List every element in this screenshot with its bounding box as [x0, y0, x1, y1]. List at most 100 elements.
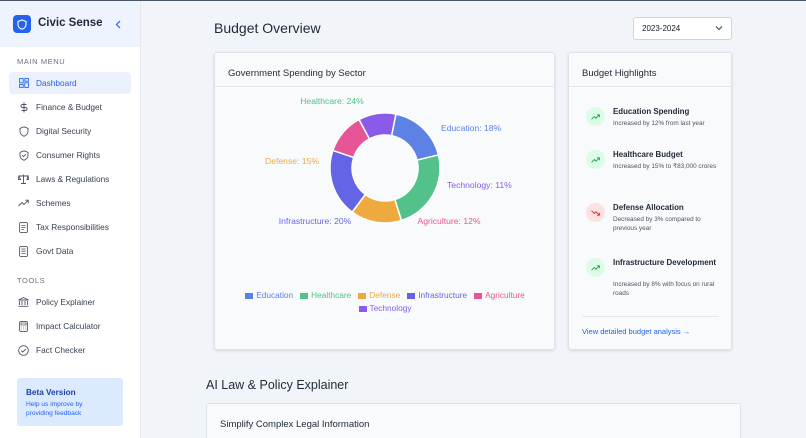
data-label-technology: Technology: 11% [447, 180, 512, 190]
donut-slice-healthcare[interactable] [393, 154, 441, 222]
legend-item-defense[interactable]: Defense [358, 289, 400, 302]
legend-item-infrastructure[interactable]: Infrastructure [407, 289, 467, 302]
sidebar-item-tax[interactable]: Tax Responsibilities [9, 216, 131, 238]
dollar-icon [18, 102, 29, 113]
beta-banner[interactable]: Beta Version Help us improve by providin… [17, 378, 123, 426]
beta-title: Beta Version [26, 388, 76, 397]
brand-header: Civic Sense [0, 1, 140, 47]
sidebar-item-impact-calculator[interactable]: Impact Calculator [9, 315, 131, 337]
database-icon [18, 245, 29, 257]
highlight-desc: Increased by 15% to ₹83,000 crores [613, 163, 717, 170]
legend-swatch [407, 292, 416, 299]
donut-slice-education[interactable] [390, 113, 440, 162]
sidebar-item-policy-explainer[interactable]: Policy Explainer [9, 291, 131, 313]
app-title: Civic Sense [38, 17, 103, 29]
spending-card: Government Spending by Sector Education:… [214, 52, 555, 350]
shield-check-icon [18, 149, 29, 161]
dashboard-icon [18, 78, 29, 89]
legend-label: Healthcare [311, 290, 352, 300]
sidebar-item-label: Govt Data [36, 246, 74, 256]
spending-card-header: Government Spending by Sector [215, 53, 554, 87]
data-label-defense: Defense: 15% [265, 156, 319, 166]
legend-row: Education Healthcare Defense Infrastructure… [215, 289, 555, 302]
main-menu-label: MAIN MENU [17, 57, 66, 66]
trending-up-icon [586, 107, 605, 126]
sidebar-item-label: Finance & Budget [36, 102, 102, 112]
highlights-card-header: Budget Highlights [569, 53, 731, 87]
chevron-left-icon [115, 20, 121, 28]
data-label-healthcare: Healthcare: 24% [300, 96, 364, 106]
receipt-icon [18, 221, 29, 233]
spending-donut-chart: Education: 18% Healthcare: 24% Defense: 15… [265, 96, 512, 226]
highlight-desc: Increased by 8% with focus on rural road… [613, 281, 715, 297]
legend-swatch [245, 292, 254, 299]
data-label-infrastructure: Infrastructure: 20% [279, 216, 352, 226]
sidebar-item-label: Tax Responsibilities [36, 222, 109, 232]
collapse-sidebar-button[interactable] [112, 17, 124, 31]
shield-logo-icon [13, 15, 31, 33]
check-circle-icon [18, 344, 29, 356]
scales-icon [18, 174, 29, 185]
shield-icon [18, 125, 29, 137]
trending-up-icon [586, 258, 605, 277]
legend-swatch [358, 305, 367, 312]
page-title: Budget Overview [214, 20, 321, 36]
legend-label: Defense [369, 290, 401, 300]
legend-swatch [300, 292, 309, 299]
legend-item-healthcare[interactable]: Healthcare [300, 289, 351, 302]
explainer-card-title: Simplify Complex Legal Information [220, 419, 370, 430]
legend-label: Infrastructure [418, 290, 468, 300]
highlight-title: Healthcare Budget [613, 150, 683, 159]
year-select[interactable]: 2023-2024 [633, 17, 732, 40]
highlights-card-title: Budget Highlights [582, 68, 657, 79]
chart-legend: Education Healthcare Defense Infrastructure… [215, 289, 555, 315]
view-budget-analysis-link[interactable]: View detailed budget analysis → [582, 327, 691, 336]
legend-item-education[interactable]: Education [245, 289, 293, 302]
sidebar: Civic Sense MAIN MENU Dashboard Finance … [0, 1, 141, 438]
sidebar-item-laws[interactable]: Laws & Regulations [9, 168, 131, 190]
trending-up-icon [586, 150, 605, 169]
legend-label: Education [256, 290, 294, 300]
sidebar-item-fact-checker[interactable]: Fact Checker [9, 339, 131, 361]
highlight-title: Infrastructure Development [613, 258, 717, 267]
highlight-desc: Increased by 12% from last year [613, 120, 705, 127]
legend-item-technology[interactable]: Technology [358, 302, 412, 315]
chevron-down-icon [715, 26, 723, 31]
sidebar-item-consumer-rights[interactable]: Consumer Rights [9, 144, 131, 166]
sidebar-item-label: Schemes [36, 198, 71, 208]
trending-up-icon [18, 198, 29, 209]
sidebar-item-label: Laws & Regulations [36, 174, 110, 184]
legend-label: Agriculture [485, 290, 525, 300]
bank-icon [18, 297, 29, 308]
explainer-card: Simplify Complex Legal Information [206, 403, 741, 438]
calculator-icon [18, 320, 29, 332]
sidebar-item-label: Fact Checker [36, 345, 86, 355]
highlight-title: Defense Allocation [613, 203, 684, 212]
highlight-desc: Decreased by 3% compared to previous yea… [613, 216, 701, 232]
tools-label: TOOLS [17, 276, 46, 285]
data-label-agriculture: Agriculture: 12% [417, 216, 480, 226]
donut-slice-technology[interactable] [358, 112, 397, 140]
trending-down-icon [586, 203, 605, 222]
spending-card-title: Government Spending by Sector [228, 68, 366, 79]
year-select-value: 2023-2024 [642, 24, 681, 33]
sidebar-item-govt-data[interactable]: Govt Data [9, 240, 131, 262]
data-label-education: Education: 18% [441, 123, 502, 133]
highlights-card: Budget Highlights Education Spending Inc… [568, 52, 732, 350]
legend-row: Technology [215, 302, 555, 315]
legend-swatch [358, 292, 367, 299]
sidebar-item-label: Dashboard [36, 78, 77, 88]
beta-text-line1: Help us improve by [26, 401, 83, 408]
explainer-section-title: AI Law & Policy Explainer [206, 378, 349, 392]
legend-item-agriculture[interactable]: Agriculture [474, 289, 525, 302]
highlight-title: Education Spending [613, 107, 690, 116]
legend-label: Technology [369, 303, 412, 313]
sidebar-item-label: Digital Security [36, 126, 92, 136]
sidebar-item-label: Policy Explainer [36, 297, 96, 307]
sidebar-item-label: Impact Calculator [36, 321, 101, 331]
legend-swatch [474, 292, 483, 299]
sidebar-item-dashboard[interactable]: Dashboard [9, 72, 131, 94]
sidebar-item-digital-security[interactable]: Digital Security [9, 120, 131, 142]
sidebar-item-finance[interactable]: Finance & Budget [9, 96, 131, 118]
sidebar-item-schemes[interactable]: Schemes [9, 192, 131, 214]
